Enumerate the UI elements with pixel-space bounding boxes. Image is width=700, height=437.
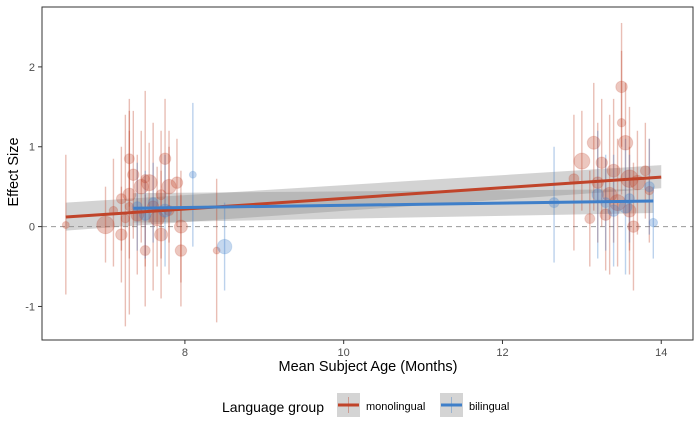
data-point-monolingual bbox=[586, 135, 601, 150]
data-point-bilingual bbox=[643, 181, 655, 193]
legend: Language group monolingual bilingual bbox=[222, 393, 509, 417]
y-tick-label: 0 bbox=[29, 222, 35, 234]
legend-item-monolingual: monolingual bbox=[337, 393, 425, 417]
data-point-monolingual bbox=[615, 80, 628, 94]
data-point-monolingual bbox=[115, 193, 127, 205]
y-tick-label: -1 bbox=[25, 301, 35, 313]
data-point-monolingual bbox=[155, 189, 167, 201]
data-point-monolingual bbox=[174, 244, 188, 257]
y-tick-label: 1 bbox=[29, 142, 35, 154]
data-point-monolingual bbox=[627, 220, 640, 233]
data-point-monolingual bbox=[124, 201, 135, 212]
data-point-monolingual bbox=[154, 227, 169, 242]
data-point-monolingual bbox=[161, 178, 177, 195]
legend-title: Language group bbox=[222, 399, 324, 415]
data-point-monolingual bbox=[140, 173, 150, 184]
data-point-monolingual bbox=[212, 246, 221, 255]
data-point-monolingual bbox=[140, 174, 158, 192]
legend-label-bilingual: bilingual bbox=[469, 401, 509, 413]
regression-line-monolingual bbox=[65, 175, 662, 219]
data-point-monolingual bbox=[120, 213, 131, 224]
legend-item-bilingual: bilingual bbox=[440, 393, 509, 417]
data-point-monolingual bbox=[595, 156, 608, 169]
y-tick-label: 2 bbox=[29, 62, 35, 74]
data-point-monolingual bbox=[61, 221, 70, 230]
x-tick-label: 8 bbox=[182, 347, 188, 359]
plot-border bbox=[41, 6, 694, 341]
x-axis-title: Mean Subject Age (Months) bbox=[279, 359, 458, 375]
data-point-monolingual bbox=[127, 168, 140, 181]
x-tick-label: 10 bbox=[338, 347, 350, 359]
data-point-monolingual bbox=[644, 185, 655, 196]
regression-line-bilingual bbox=[133, 199, 654, 210]
data-point-bilingual bbox=[607, 204, 620, 217]
data-point-monolingual bbox=[639, 165, 651, 177]
data-point-monolingual bbox=[606, 163, 621, 178]
data-point-monolingual bbox=[158, 152, 172, 165]
x-tick-label: 12 bbox=[496, 347, 508, 359]
data-point-bilingual bbox=[591, 188, 604, 201]
data-point-monolingual bbox=[170, 176, 184, 189]
data-point-monolingual bbox=[115, 228, 128, 241]
data-point-monolingual bbox=[96, 215, 115, 235]
data-point-monolingual bbox=[584, 213, 596, 225]
data-point-monolingual bbox=[616, 118, 627, 128]
data-point-monolingual bbox=[133, 178, 149, 195]
data-point-bilingual bbox=[188, 170, 197, 179]
data-point-monolingual bbox=[622, 203, 637, 218]
data-point-monolingual bbox=[617, 135, 634, 151]
data-point-monolingual bbox=[573, 152, 591, 170]
data-point-monolingual bbox=[599, 208, 612, 221]
data-point-bilingual bbox=[648, 217, 659, 228]
x-tick-label: 14 bbox=[655, 347, 667, 359]
data-point-monolingual bbox=[123, 153, 135, 165]
legend-label-monolingual: monolingual bbox=[366, 401, 425, 413]
data-point-monolingual bbox=[122, 187, 137, 202]
data-point-monolingual bbox=[173, 219, 188, 234]
data-point-bilingual bbox=[216, 238, 233, 255]
data-point-monolingual bbox=[139, 245, 151, 257]
data-point-bilingual bbox=[147, 197, 159, 209]
y-axis-title: Effect Size bbox=[6, 137, 22, 206]
